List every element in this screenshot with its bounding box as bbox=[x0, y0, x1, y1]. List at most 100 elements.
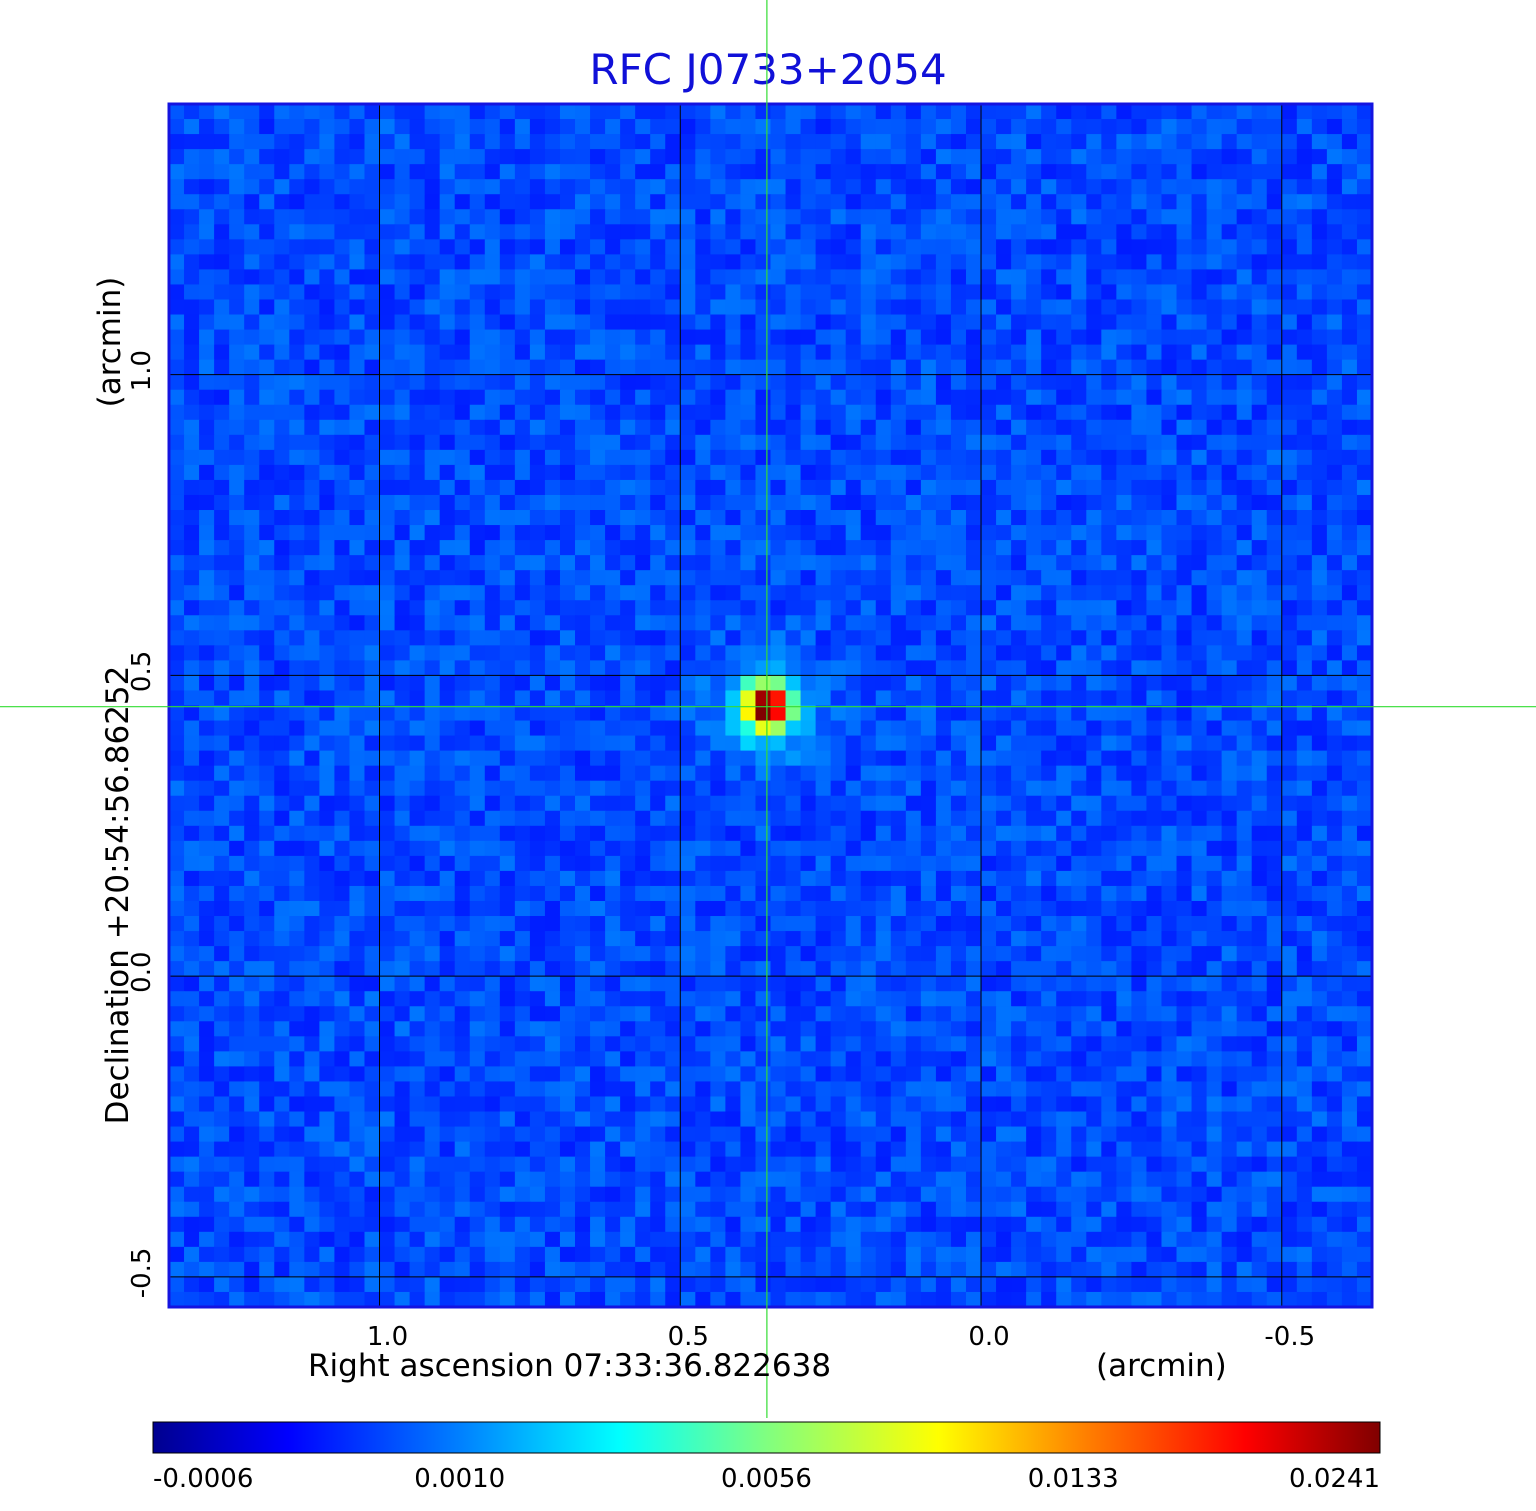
heatmap-pixel bbox=[575, 464, 591, 481]
heatmap-pixel bbox=[169, 555, 185, 571]
heatmap-pixel bbox=[169, 900, 185, 917]
heatmap-pixel bbox=[935, 675, 952, 692]
heatmap-pixel bbox=[274, 510, 290, 526]
heatmap-pixel bbox=[1296, 329, 1313, 346]
heatmap-pixel bbox=[605, 555, 621, 571]
heatmap-pixel bbox=[860, 946, 877, 962]
heatmap-pixel bbox=[364, 630, 381, 646]
heatmap-pixel bbox=[424, 419, 441, 436]
heatmap-pixel bbox=[319, 750, 336, 767]
heatmap-pixel bbox=[860, 344, 877, 361]
heatmap-pixel bbox=[394, 570, 411, 586]
heatmap-pixel bbox=[620, 164, 636, 180]
heatmap-pixel bbox=[740, 239, 757, 255]
heatmap-pixel bbox=[740, 660, 757, 677]
heatmap-pixel bbox=[1161, 870, 1178, 887]
heatmap-pixel bbox=[935, 104, 952, 120]
heatmap-pixel bbox=[274, 555, 290, 571]
heatmap-pixel bbox=[454, 104, 471, 120]
heatmap-pixel bbox=[1056, 239, 1072, 255]
heatmap-pixel bbox=[905, 119, 922, 135]
heatmap-pixel bbox=[695, 615, 711, 631]
heatmap-pixel bbox=[905, 540, 922, 556]
heatmap-pixel bbox=[1311, 780, 1328, 797]
heatmap-pixel bbox=[1071, 194, 1087, 210]
heatmap-pixel bbox=[1251, 314, 1268, 331]
heatmap-pixel bbox=[394, 735, 411, 752]
heatmap-pixel bbox=[439, 479, 456, 496]
heatmap-pixel bbox=[890, 690, 907, 707]
heatmap-pixel bbox=[1296, 900, 1313, 917]
heatmap-pixel bbox=[439, 254, 456, 271]
heatmap-pixel bbox=[815, 540, 832, 556]
heatmap-pixel bbox=[1311, 585, 1328, 601]
heatmap-pixel bbox=[484, 630, 501, 646]
heatmap-pixel bbox=[349, 991, 366, 1007]
heatmap-pixel bbox=[424, 870, 441, 887]
heatmap-pixel bbox=[965, 976, 982, 992]
heatmap-pixel bbox=[469, 464, 486, 481]
heatmap-pixel bbox=[1086, 825, 1102, 842]
heatmap-pixel bbox=[710, 404, 726, 421]
heatmap-pixel bbox=[725, 795, 742, 812]
heatmap-pixel bbox=[1116, 404, 1132, 421]
heatmap-pixel bbox=[1311, 254, 1328, 271]
heatmap-pixel bbox=[544, 825, 561, 842]
heatmap-pixel bbox=[334, 494, 351, 511]
heatmap-pixel bbox=[650, 931, 666, 947]
heatmap-pixel bbox=[1011, 510, 1027, 526]
heatmap-pixel bbox=[1101, 570, 1117, 586]
heatmap-pixel bbox=[514, 1006, 531, 1022]
heatmap-pixel bbox=[1086, 675, 1102, 692]
heatmap-pixel bbox=[695, 329, 711, 346]
heatmap-pixel bbox=[1086, 585, 1102, 601]
heatmap-pixel bbox=[890, 389, 907, 406]
heatmap-pixel bbox=[229, 1021, 245, 1037]
heatmap-pixel bbox=[845, 555, 862, 571]
heatmap-pixel bbox=[379, 344, 396, 361]
heatmap-pixel bbox=[1101, 810, 1117, 827]
heatmap-pixel bbox=[334, 600, 351, 616]
heatmap-pixel bbox=[1206, 630, 1223, 646]
heatmap-pixel bbox=[845, 389, 862, 406]
heatmap-pixel bbox=[469, 224, 486, 240]
heatmap-pixel bbox=[424, 119, 441, 135]
heatmap-pixel bbox=[665, 314, 681, 331]
heatmap-pixel bbox=[1356, 885, 1373, 902]
heatmap-pixel bbox=[1131, 900, 1148, 917]
heatmap-pixel bbox=[439, 1021, 456, 1037]
heatmap-pixel bbox=[1326, 464, 1343, 481]
heatmap-pixel bbox=[1206, 404, 1223, 421]
heatmap-pixel bbox=[184, 494, 200, 511]
heatmap-pixel bbox=[169, 855, 185, 872]
heatmap-pixel bbox=[529, 900, 546, 917]
heatmap-pixel bbox=[334, 329, 351, 346]
heatmap-pixel bbox=[981, 494, 997, 511]
heatmap-pixel bbox=[1101, 645, 1117, 661]
heatmap-pixel bbox=[1266, 570, 1283, 586]
heatmap-pixel bbox=[770, 269, 787, 286]
heatmap-pixel bbox=[199, 735, 215, 752]
heatmap-pixel bbox=[1041, 104, 1057, 120]
heatmap-pixel bbox=[544, 479, 561, 496]
heatmap-pixel bbox=[635, 750, 651, 767]
heatmap-pixel bbox=[620, 660, 636, 677]
heatmap-pixel bbox=[830, 615, 847, 631]
heatmap-pixel bbox=[1281, 570, 1298, 586]
heatmap-pixel bbox=[1041, 570, 1057, 586]
heatmap-pixel bbox=[334, 931, 351, 947]
heatmap-pixel bbox=[304, 374, 320, 391]
heatmap-pixel bbox=[1266, 134, 1283, 150]
heatmap-pixel bbox=[484, 299, 501, 316]
heatmap-pixel bbox=[1101, 630, 1117, 646]
heatmap-pixel bbox=[740, 164, 757, 180]
heatmap-pixel bbox=[920, 269, 937, 286]
heatmap-pixel bbox=[334, 870, 351, 887]
heatmap-pixel bbox=[605, 1006, 621, 1022]
heatmap-pixel bbox=[935, 209, 952, 225]
heatmap-pixel bbox=[981, 104, 997, 120]
heatmap-pixel bbox=[1026, 855, 1042, 872]
heatmap-pixel bbox=[785, 359, 802, 376]
heatmap-pixel bbox=[1311, 494, 1328, 511]
heatmap-pixel bbox=[1251, 179, 1268, 195]
